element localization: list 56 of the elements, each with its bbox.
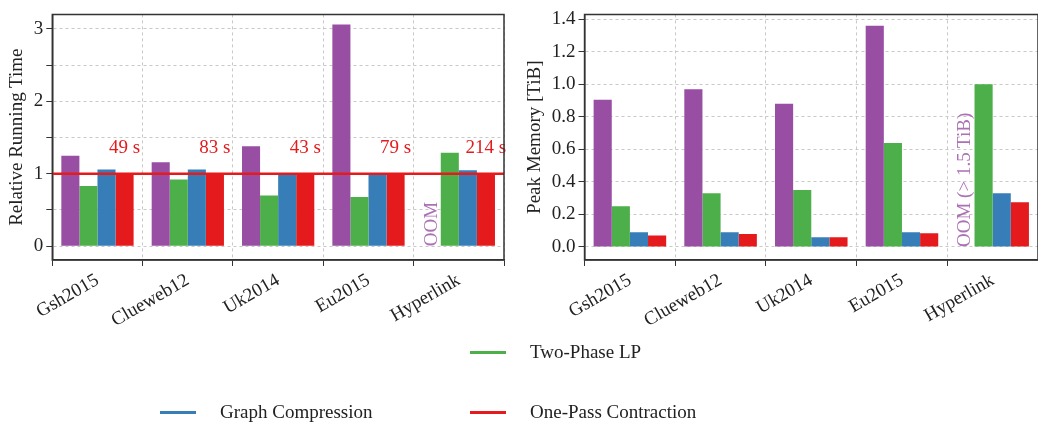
y-tick-label: 0.2 (551, 202, 576, 224)
bar (992, 193, 1011, 247)
bar (702, 193, 721, 247)
bar (350, 196, 369, 246)
bar (883, 142, 902, 247)
bar (793, 190, 812, 247)
bar (440, 152, 459, 246)
y-tick-label: 1.2 (551, 39, 576, 61)
bar (260, 195, 279, 246)
annotation: 43 s (289, 136, 321, 158)
bar (368, 173, 387, 246)
bar (775, 103, 794, 247)
bar (720, 232, 739, 247)
legend-label: Graph Compression (220, 401, 373, 423)
y-axis-title: Relative Running Time (5, 48, 27, 226)
y-tick-label: 2 (33, 89, 44, 111)
bar (974, 84, 993, 247)
y-tick-label: 0.8 (551, 104, 576, 126)
y-tick-label: 3 (33, 16, 44, 38)
bar (278, 173, 297, 246)
bar (901, 232, 921, 247)
bar (865, 25, 884, 247)
bar (811, 237, 830, 247)
bar (629, 232, 649, 247)
bar (611, 206, 630, 247)
bar (593, 99, 612, 247)
bar (648, 235, 667, 247)
annotation: 79 s (380, 136, 412, 158)
y-tick-label: 0.6 (551, 137, 576, 159)
bar (79, 186, 98, 246)
legend-label: Two-Phase LP (530, 341, 642, 363)
bar (458, 170, 477, 246)
annotation: 49 s (108, 136, 141, 158)
bar (242, 146, 261, 246)
y-tick-label: 0 (33, 234, 44, 256)
bar (684, 89, 703, 247)
y-axis-title: Peak Memory [TiB] (523, 60, 545, 214)
y-tick-label: 1.0 (551, 72, 576, 94)
bar (187, 169, 206, 246)
annotation: OOM (419, 201, 441, 247)
bar (829, 237, 848, 247)
y-tick-label: 1 (33, 161, 44, 183)
annotation: 83 s (199, 136, 231, 158)
bar (97, 169, 116, 246)
y-tick-label: 1.4 (551, 7, 577, 29)
bar (169, 179, 188, 246)
legend-label: One-Pass Contraction (530, 401, 697, 423)
annotation: OOM (> 1.5 TiB) (953, 112, 976, 247)
bar (920, 233, 939, 247)
y-tick-label: 0.0 (551, 234, 576, 256)
bar (61, 155, 80, 246)
y-tick-label: 0.4 (551, 169, 577, 191)
bar (151, 162, 170, 246)
bar (1010, 202, 1029, 247)
bar (738, 233, 757, 247)
bar (332, 24, 351, 246)
